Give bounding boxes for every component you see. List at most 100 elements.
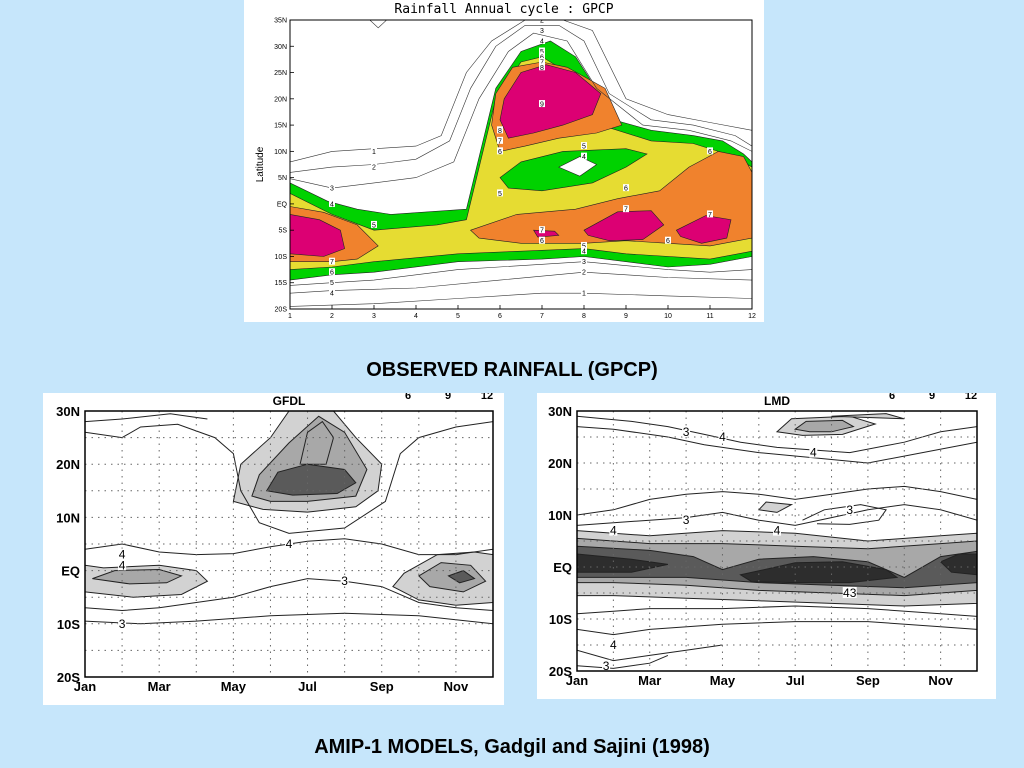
contour-label-bg <box>609 639 618 650</box>
contour-label-bg <box>329 278 335 286</box>
x-tick-label: Sep <box>856 673 880 688</box>
contour-label-bg <box>842 587 857 598</box>
contour-label-bg <box>539 26 545 34</box>
contour-label: 2 <box>540 18 544 25</box>
y-tick-label: 10S <box>275 254 288 261</box>
contour-label: 4 <box>774 524 781 538</box>
filled-contour-magenta <box>290 214 345 257</box>
x-tick-label: Nov <box>928 673 953 688</box>
contour-label: 6 <box>540 54 544 61</box>
contour-label: 43 <box>843 586 857 600</box>
chart-title: LMD <box>764 394 790 408</box>
plot-frame <box>84 410 494 678</box>
y-tick-label: 15S <box>275 280 288 287</box>
contour-label: 6 <box>330 270 334 277</box>
y-tick-label: 15N <box>274 123 287 130</box>
contour-label: 6 <box>708 149 712 156</box>
gfdl-chart-panel: 4 4 3 4 3 GFDL 6 9 12 Jan Mar May Jul Sep Nov 20S 10S EQ 1… <box>43 390 504 705</box>
filled-contour-magenta <box>533 229 560 238</box>
x-tick-label: 6 <box>498 313 502 320</box>
contour-label-bg <box>329 268 335 276</box>
x-tick-label: 5 <box>456 313 460 320</box>
contour-line <box>290 271 752 294</box>
shaded-contour-grey-light <box>757 501 794 513</box>
gpcp-contour-chart: Rainfall Annual cycle : GPCP123457654234… <box>255 2 756 320</box>
contour-label: 4 <box>119 548 126 562</box>
contour-label-bg <box>371 220 377 228</box>
contour-label: 5 <box>498 191 502 198</box>
contour-label-bg <box>665 236 671 244</box>
contour-label-bg <box>682 514 691 526</box>
contour-line <box>577 644 723 662</box>
contour-label: 7 <box>708 212 712 219</box>
contour-label: 5 <box>372 222 376 229</box>
contour-label-bg <box>581 289 587 297</box>
contour-label-bg <box>609 524 618 536</box>
contour-label-bg <box>581 247 587 255</box>
contour-line <box>85 612 493 625</box>
y-tick-label: EQ <box>61 564 80 579</box>
contour-label-bg <box>539 58 545 66</box>
top-cut-label: 9 <box>445 393 451 402</box>
contour-label-bg <box>773 524 781 536</box>
contour-label: 4 <box>582 154 586 161</box>
plot-frame <box>289 19 753 310</box>
y-tick-label: 5S <box>278 228 287 235</box>
y-tick-label: 20N <box>56 457 80 472</box>
contour-label: 3 <box>603 659 610 673</box>
x-tick-label: Nov <box>444 679 469 694</box>
contour-label: 8 <box>540 65 544 72</box>
contour-label-bg <box>340 575 349 587</box>
x-tick-label: May <box>710 673 736 688</box>
filled-contour-orange <box>470 151 752 247</box>
gpcp-chart-panel: Rainfall Annual cycle : GPCP 1 2 3 4 5 7 6 5 4 2 3 4… <box>244 0 764 322</box>
contour-label: 7 <box>540 228 544 235</box>
contour-label-bg <box>581 152 587 160</box>
contour-label: 5 <box>540 49 544 56</box>
contour-label: 3 <box>846 503 853 517</box>
contour-line <box>290 32 752 189</box>
contour-label-bg <box>497 126 503 134</box>
x-tick-label: Jan <box>74 679 96 694</box>
x-tick-label: 4 <box>414 313 418 320</box>
contour-label: 3 <box>540 28 544 35</box>
x-tick-label: 12 <box>748 313 756 320</box>
contour-label-bg <box>581 257 587 265</box>
contour-label-bg <box>602 659 611 671</box>
contour-line <box>290 20 752 163</box>
contour-label: 1 <box>582 291 586 298</box>
rainfall-minimum-region <box>558 156 598 177</box>
y-tick-label: 35N <box>274 18 287 25</box>
x-tick-label: Jan <box>566 673 588 688</box>
x-tick-label: 1 <box>288 313 292 320</box>
contour-label: 6 <box>498 149 502 156</box>
x-tick-label: 11 <box>706 313 713 320</box>
y-tick-label: 30N <box>56 404 80 419</box>
contour-line <box>290 292 752 307</box>
contour-label: 4 <box>810 446 817 460</box>
x-tick-label: Mar <box>638 673 661 688</box>
y-tick-label: 30N <box>548 404 572 419</box>
top-cut-label: 9 <box>929 393 935 402</box>
shaded-contour-grey-mid <box>793 419 855 433</box>
contour-label-bg <box>581 268 587 276</box>
contour-label-bg <box>497 147 503 155</box>
filled-contour-magenta <box>499 64 602 139</box>
contour-label: 7 <box>624 207 628 214</box>
x-tick-label: Jul <box>298 679 317 694</box>
contour-label-bg <box>329 289 335 297</box>
contour-label: 6 <box>540 238 544 245</box>
y-tick-label: 30N <box>274 44 287 51</box>
contour-label-bg <box>623 184 629 192</box>
y-tick-label: 20S <box>549 664 572 679</box>
contour-label: 3 <box>341 574 348 588</box>
y-tick-label: 10N <box>274 149 287 156</box>
top-cut-label: 6 <box>405 393 411 402</box>
contour-label: 5 <box>582 144 586 151</box>
y-tick-label: 20S <box>275 307 288 314</box>
contour-label-bg <box>285 538 293 549</box>
contour-line <box>290 25 752 173</box>
